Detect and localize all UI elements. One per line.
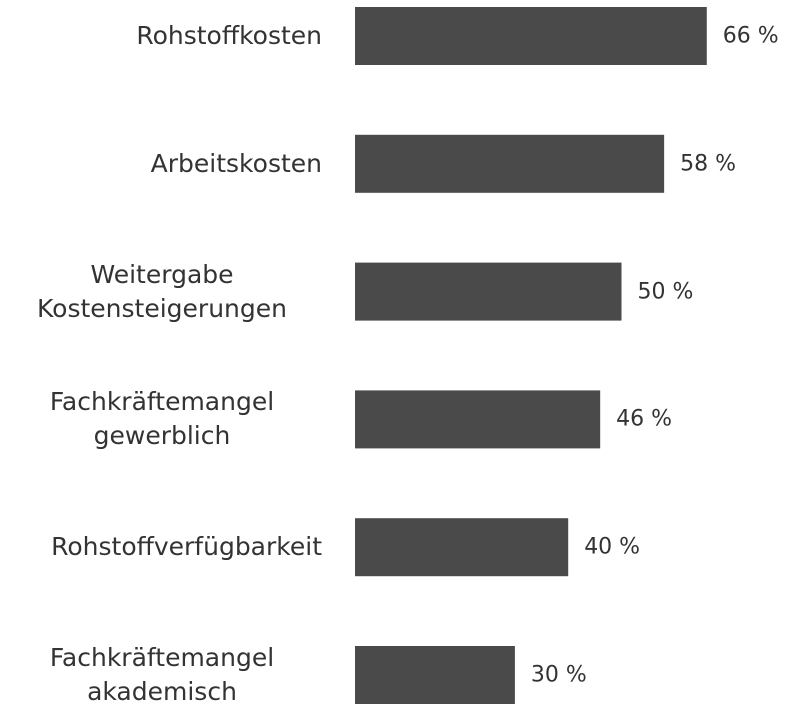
category-label-text: Rohstoffverfügbarkeit bbox=[51, 532, 322, 562]
value-label: 46 % bbox=[616, 407, 672, 432]
category-label-text: Weitergabe Kostensteigerungen bbox=[37, 259, 287, 323]
category-label: Fachkräftemangel akademisch bbox=[2, 641, 322, 705]
value-label: 40 % bbox=[584, 535, 640, 560]
category-label-text: Fachkräftemangel gewerblich bbox=[49, 387, 275, 451]
category-label: Weitergabe Kostensteigerungen bbox=[2, 258, 322, 326]
value-label-text: 40 % bbox=[584, 534, 641, 560]
category-label: Rohstoffkosten bbox=[2, 19, 322, 53]
bar bbox=[355, 7, 707, 65]
value-label-text: 46 % bbox=[616, 406, 673, 432]
value-label-text: 30 % bbox=[530, 662, 587, 688]
value-label: 58 % bbox=[680, 151, 736, 176]
category-label-text: Rohstoffkosten bbox=[136, 21, 322, 50]
bar bbox=[355, 646, 515, 704]
value-label-text: 58 % bbox=[680, 151, 737, 177]
category-label: Fachkräftemangel gewerblich bbox=[2, 385, 322, 453]
value-label: 50 % bbox=[638, 279, 694, 304]
value-label: 66 % bbox=[723, 24, 779, 49]
bar bbox=[355, 134, 665, 193]
value-label-text: 50 % bbox=[637, 279, 694, 305]
bar bbox=[355, 518, 569, 577]
bar bbox=[355, 390, 601, 449]
category-label: Rohstoffverfügbarkeit bbox=[2, 530, 322, 564]
category-label-text: Arbeitskosten bbox=[150, 148, 322, 178]
value-label: 30 % bbox=[531, 663, 587, 688]
value-label-text: 66 % bbox=[722, 23, 779, 49]
category-label: Arbeitskosten bbox=[2, 147, 322, 181]
bar bbox=[355, 262, 622, 321]
category-label-text: Fachkräftemangel akademisch bbox=[49, 643, 275, 705]
